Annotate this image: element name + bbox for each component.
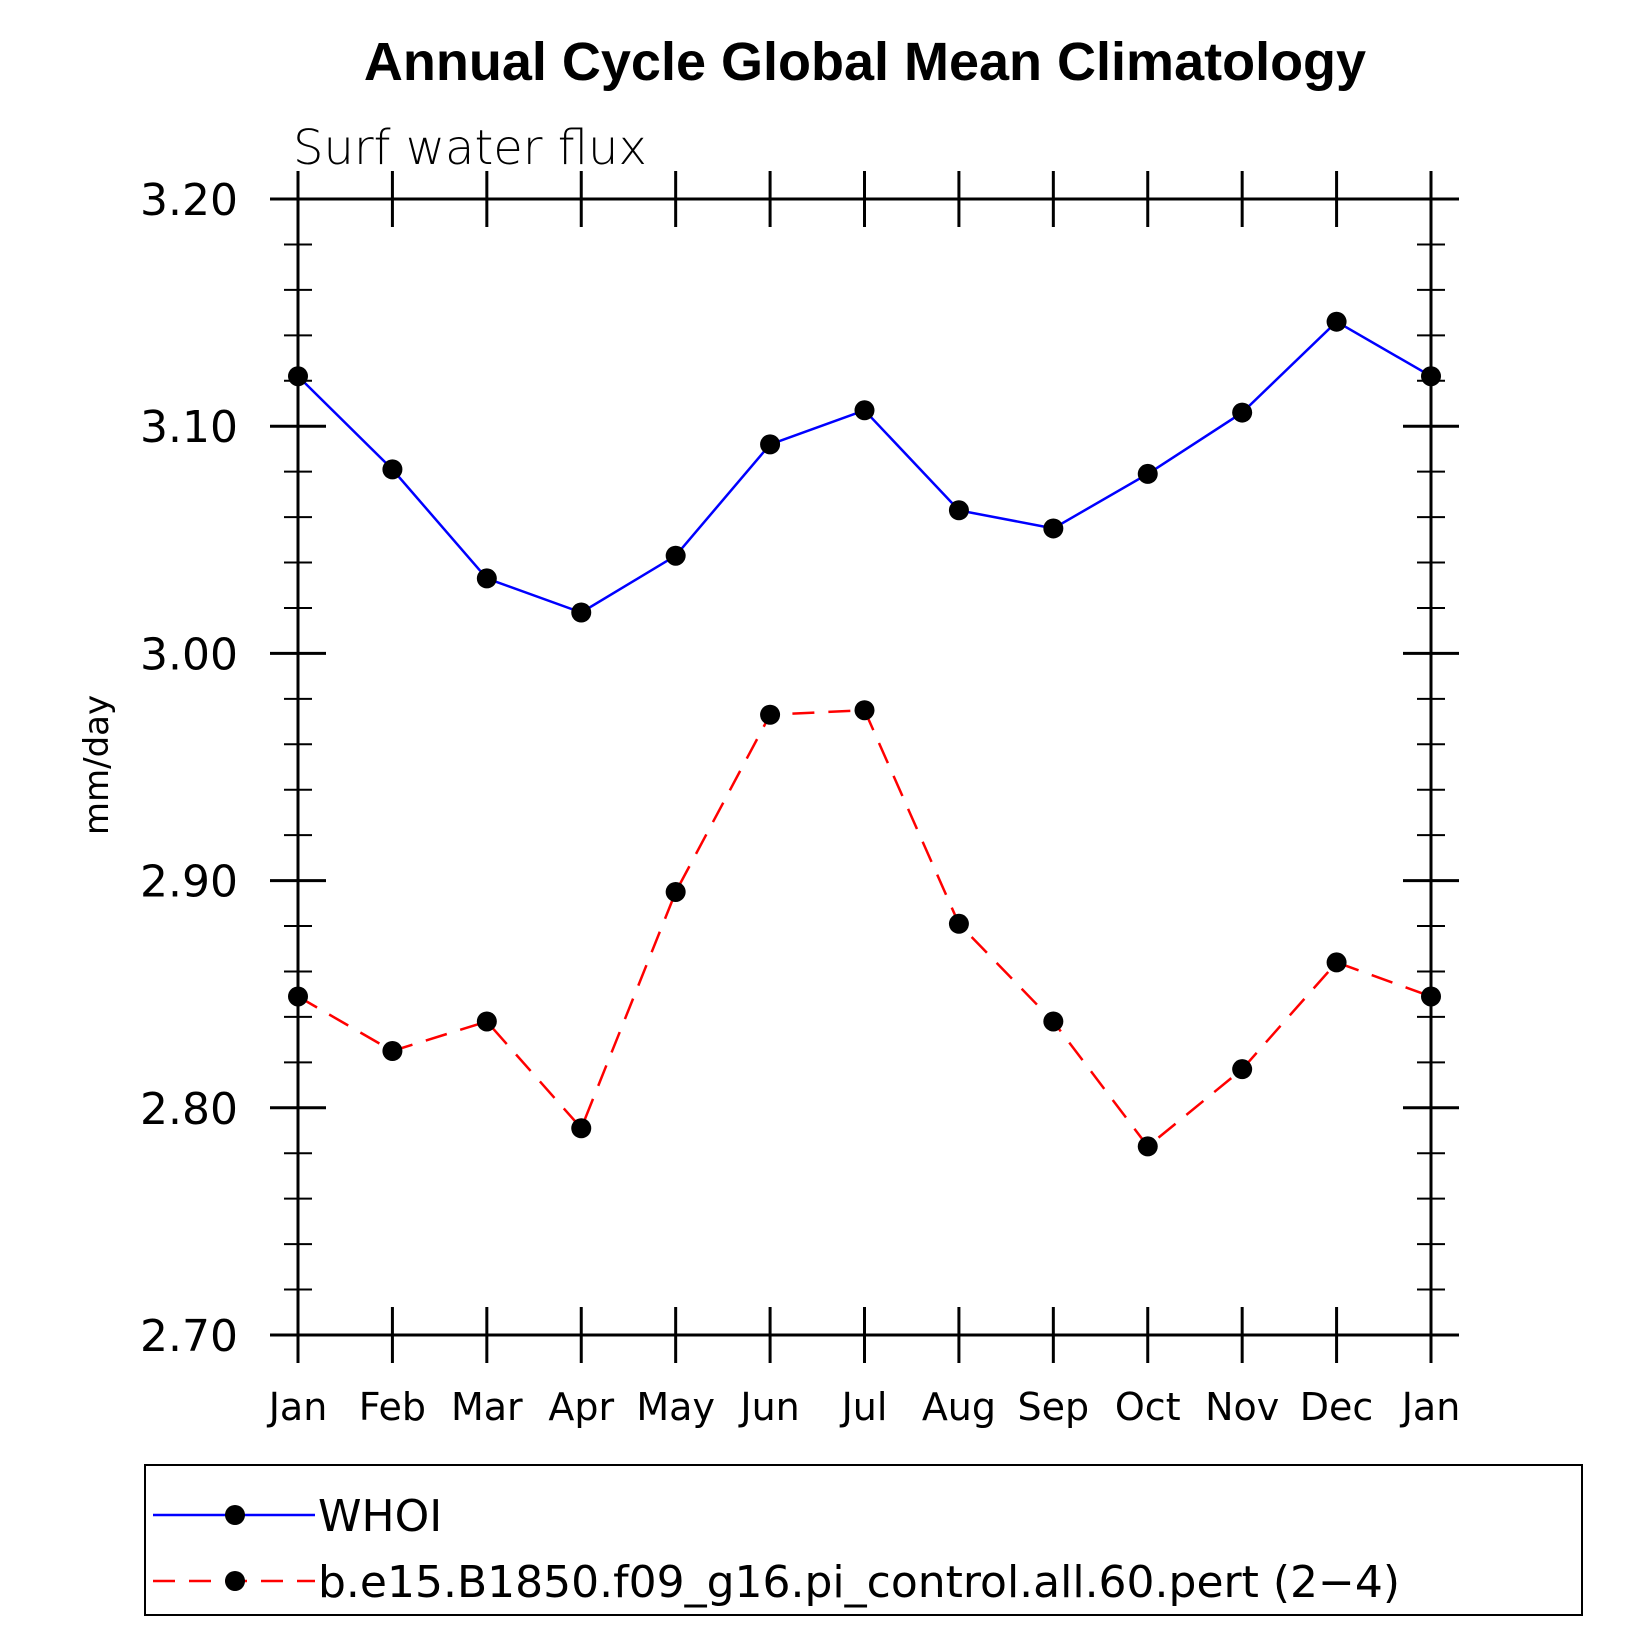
y-axis-label: mm/day [77, 695, 117, 835]
data-point-series-1 [1043, 1011, 1064, 1032]
data-point-series-1 [1232, 1059, 1253, 1080]
data-point-series-0 [1421, 366, 1441, 387]
x-tick-labels: Jan Feb Mar Apr May Jun Jul Aug Sep Oct Nov Dec Jan [267, 1385, 1461, 1429]
legend-box [144, 1464, 1583, 1616]
legend: WHOI b.e15.B1850.f09_g16.pi_control.all.… [144, 1464, 1583, 1616]
x-tick-label: Mar [451, 1385, 523, 1429]
x-tick-label: May [636, 1385, 715, 1429]
data-point-series-0 [1137, 463, 1158, 484]
plot-frame [296, 197, 1433, 1337]
series-lines [297, 320, 1432, 1149]
chart-title: Annual Cycle Global Mean Climatology [364, 32, 1366, 92]
data-point-series-0 [476, 568, 497, 589]
legend-label-control: b.e15.B1850.f09_g16.pi_control.all.60.pe… [318, 1557, 1400, 1608]
legend-label-whoi: WHOI [318, 1491, 442, 1542]
y-tick-label: 2.70 [140, 1311, 238, 1362]
y-tick-labels: 3.20 3.10 3.00 2.90 2.80 2.70 [140, 175, 238, 1362]
data-point-series-0 [288, 366, 308, 387]
y-tick-label: 2.90 [140, 857, 238, 908]
data-point-series-0 [665, 545, 686, 566]
data-point-series-0 [760, 434, 781, 455]
x-tick-label: Nov [1205, 1385, 1279, 1429]
plot-area [296, 197, 1433, 1337]
axis-ticks [270, 171, 1459, 1363]
x-tick-label: Aug [922, 1385, 996, 1429]
data-point-series-1 [665, 881, 686, 902]
legend-marker-control [225, 1571, 245, 1591]
series-markers [288, 311, 1441, 1157]
data-point-series-0 [571, 602, 592, 623]
x-tick-label: Jan [267, 1385, 328, 1429]
data-point-series-1 [1421, 986, 1441, 1007]
x-tick-label: Jun [738, 1385, 799, 1429]
data-point-series-0 [1326, 311, 1347, 332]
x-tick-label: Sep [1018, 1385, 1090, 1429]
x-tick-label: Feb [359, 1385, 426, 1429]
data-point-series-0 [382, 459, 403, 480]
series-line-1 [297, 708, 1432, 1149]
data-point-series-1 [948, 913, 969, 934]
legend-marker-whoi [225, 1505, 245, 1525]
y-tick-label: 3.20 [140, 175, 238, 226]
x-tick-label: Jul [840, 1385, 888, 1429]
data-point-series-1 [1137, 1136, 1158, 1157]
data-point-series-1 [288, 986, 308, 1007]
data-point-series-1 [476, 1011, 497, 1032]
data-point-series-1 [1326, 952, 1347, 973]
data-point-series-1 [571, 1118, 592, 1139]
data-point-series-1 [854, 700, 875, 721]
x-tick-label: Jan [1400, 1385, 1461, 1429]
x-tick-label: Oct [1115, 1385, 1181, 1429]
y-tick-label: 2.80 [140, 1084, 238, 1135]
series-line-0 [297, 320, 1432, 614]
chart-subtitle: Surf water flux [293, 120, 647, 176]
data-point-series-0 [854, 400, 875, 421]
x-tick-label: Dec [1300, 1385, 1374, 1429]
data-point-series-0 [1043, 518, 1064, 539]
data-point-series-1 [760, 704, 781, 725]
x-tick-label: Apr [548, 1385, 614, 1429]
data-point-series-0 [948, 500, 969, 521]
data-point-series-0 [1232, 402, 1253, 423]
data-point-series-1 [382, 1041, 403, 1061]
y-tick-label: 3.10 [140, 402, 238, 453]
y-tick-label: 3.00 [140, 629, 238, 680]
